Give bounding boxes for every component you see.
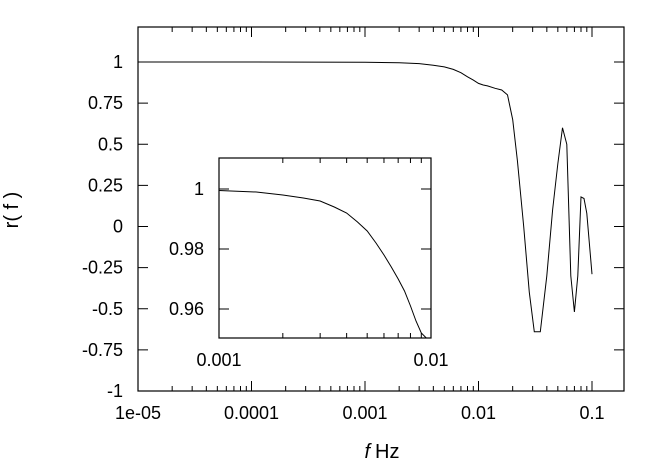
inset-y-tick-label: 0.96 [169, 299, 204, 319]
inset-x-tick-label: 0.01 [413, 350, 448, 370]
inset-y-tick-label: 1 [194, 179, 204, 199]
main-tick-labels: 1e-05 0.0001 0.001 0.01 0.1 1 0.75 0.5 0.25 0 -0.2… [82, 52, 605, 423]
x-axis-label: f Hz [364, 441, 399, 463]
x-tick-label: 1e-05 [115, 403, 161, 423]
y-tick-label: 0 [113, 217, 123, 237]
y-tick-label: 0.25 [88, 175, 123, 195]
main-series-line [138, 61, 593, 333]
inset-series-line [218, 190, 427, 339]
y-tick-label: -1 [107, 381, 123, 401]
x-tick-label: 0.001 [342, 403, 387, 423]
y-tick-label: -0.25 [82, 258, 123, 278]
inset-y-tick-label: 0.98 [169, 239, 204, 259]
y-tick-label: -0.75 [82, 340, 123, 360]
inset-x-tick-label: 0.001 [196, 350, 241, 370]
x-tick-label: 0.0001 [224, 403, 279, 423]
y-tick-label: 0.5 [98, 134, 123, 154]
x-axis-unit: Hz [375, 441, 399, 463]
x-tick-label: 0.1 [579, 403, 604, 423]
main-plot-frame [137, 26, 625, 392]
x-axis-variable: f [364, 441, 372, 463]
y-tick-label: 0.75 [88, 93, 123, 113]
inset-background [219, 158, 431, 338]
y-axis-label: r( f ) [1, 192, 23, 229]
y-tick-label: -0.5 [92, 299, 123, 319]
inset-tick-labels: 0.001 0.01 1 0.98 0.96 [169, 179, 449, 370]
inset-plot-frame [218, 157, 432, 339]
y-tick-label: 1 [113, 52, 123, 72]
x-tick-label: 0.01 [461, 403, 496, 423]
